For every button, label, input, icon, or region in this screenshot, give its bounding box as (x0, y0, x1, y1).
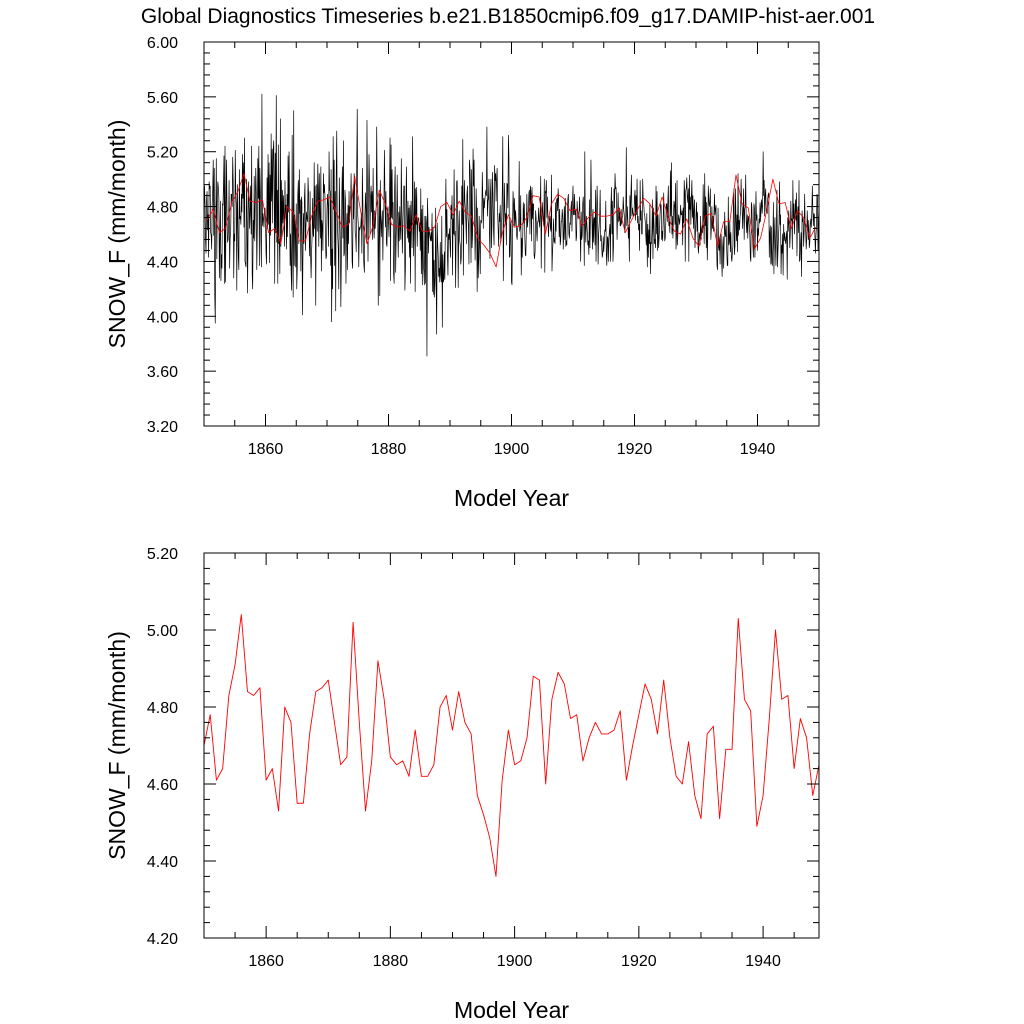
bottom-ticks-layer (203, 552, 819, 939)
y-tick-label: 5.00 (147, 623, 178, 640)
top-ticks-layer (203, 41, 820, 427)
top-tick-labels: 1860 1880 1900 1920 1940 3.20 3.60 4.00 4.40 4.80… (147, 35, 776, 458)
x-tick-label: 1940 (745, 953, 781, 970)
bottom-plot-frame (203, 552, 820, 939)
x-tick-label: 1920 (617, 441, 653, 458)
y-tick-label: 4.00 (147, 309, 178, 326)
x-tick-label: 1860 (248, 441, 284, 458)
y-tick-label: 3.20 (147, 419, 178, 436)
monthly-mean-line (204, 93, 819, 357)
y-tick-label: 4.60 (147, 777, 178, 794)
y-tick-label: 5.60 (147, 90, 178, 107)
y-tick-label: 3.60 (147, 364, 178, 381)
y-tick-label: 4.40 (147, 254, 178, 271)
y-tick-label: 5.20 (147, 546, 178, 563)
x-tick-label: 1880 (371, 441, 407, 458)
x-tick-label: 1880 (373, 953, 409, 970)
annual-mean-line (206, 173, 817, 268)
y-tick-label: 6.00 (147, 35, 178, 52)
x-tick-label: 1920 (621, 953, 657, 970)
bottom-panel: 1860 1880 1900 1920 1940 4.20 4.40 4.60 4.80 5.00… (104, 546, 820, 1023)
x-tick-label: 1900 (497, 953, 533, 970)
annual-mean-line (204, 614, 819, 877)
bottom-tick-labels: 1860 1880 1900 1920 1940 4.20 4.40 4.60 4.80 5.00… (147, 546, 781, 970)
top-panel: 1860 1880 1900 1920 1940 3.20 3.60 4.00 4.40 4.80… (104, 35, 820, 511)
x-tick-label: 1940 (740, 441, 776, 458)
top-x-axis-label: Model Year (454, 485, 569, 511)
top-series-layer (204, 93, 819, 357)
y-tick-label: 5.20 (147, 145, 178, 162)
y-tick-label: 4.80 (147, 200, 178, 217)
top-y-axis-label: SNOW_F (mm/month) (104, 120, 130, 349)
y-tick-label: 4.80 (147, 700, 178, 717)
bottom-y-axis-label: SNOW_F (mm/month) (104, 631, 130, 860)
bottom-series-layer (204, 614, 819, 877)
y-tick-label: 4.20 (147, 931, 178, 948)
top-plot-frame (203, 41, 820, 427)
bottom-x-axis-label: Model Year (454, 997, 569, 1023)
y-tick-label: 4.40 (147, 854, 178, 871)
x-tick-label: 1900 (494, 441, 530, 458)
x-tick-label: 1860 (248, 953, 284, 970)
chart-title: Global Diagnostics Timeseries b.e21.B185… (141, 5, 875, 28)
